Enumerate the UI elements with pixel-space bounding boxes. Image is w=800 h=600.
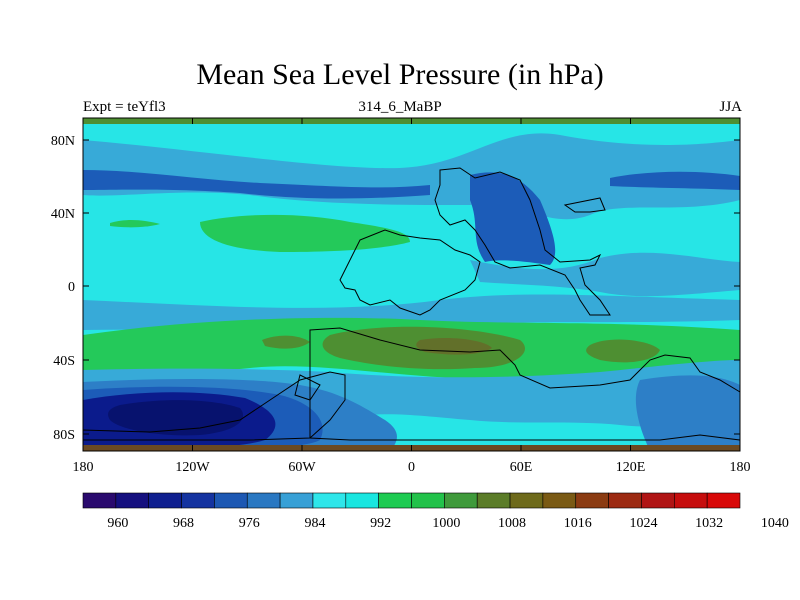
contour-region <box>610 171 740 190</box>
contour-region <box>110 220 160 228</box>
colorbar-swatch <box>181 492 215 509</box>
x-tick-label: 60E <box>510 460 533 475</box>
y-tick-label: 40N <box>51 207 75 222</box>
colorbar-swatch <box>148 492 182 509</box>
colorbar-label: 960 <box>107 516 128 531</box>
colorbar-swatch <box>509 492 544 509</box>
x-tick-label: 180 <box>730 460 751 475</box>
colorbar-swatch <box>444 492 478 509</box>
y-tick-label: 80S <box>53 428 75 443</box>
experiment-label: Expt = teYfl3 <box>83 99 166 115</box>
axis-tick-labels: 180 120W 60W 0 60E 120E 180 80N 40N 0 40… <box>51 134 751 475</box>
colorbar-label: 1000 <box>432 516 460 531</box>
colorbar-label: 968 <box>173 516 194 531</box>
x-tick-label: 60W <box>288 460 316 475</box>
colorbar-label: 984 <box>304 516 325 531</box>
colorbar-swatch <box>378 492 412 509</box>
colorbar-swatch <box>246 492 281 509</box>
colorbar-swatch <box>312 492 347 509</box>
x-tick-label: 180 <box>73 460 94 475</box>
x-tick-label: 0 <box>408 460 415 475</box>
colorbar-label: 992 <box>370 516 391 531</box>
contour-region <box>262 335 310 349</box>
contour-region <box>635 375 740 451</box>
contour-region <box>200 214 410 252</box>
colorbar-swatch <box>115 492 149 509</box>
contour-region <box>470 252 740 297</box>
period-label: 314_6_MaBP <box>358 99 442 115</box>
contour-region <box>470 172 556 265</box>
colorbar-swatch <box>476 492 511 509</box>
colorbar-swatch <box>608 492 642 509</box>
colorbar-label: 1032 <box>695 516 723 531</box>
colorbar-swatch <box>575 492 609 509</box>
map-title: Mean Sea Level Pressure (in hPa) <box>196 58 604 91</box>
contour-region <box>83 133 740 220</box>
x-tick-label: 120E <box>616 460 646 475</box>
contour-field <box>83 118 740 451</box>
colorbar-label: 1040 <box>761 516 789 531</box>
y-tick-label: 0 <box>68 280 75 295</box>
colorbar-labels: 960 968 976 984 992 1000 1008 1016 1024 … <box>107 516 789 531</box>
contour-region <box>586 339 660 363</box>
y-tick-label: 80N <box>51 134 75 149</box>
colorbar-swatch <box>641 492 675 509</box>
coastlines <box>82 167 741 441</box>
colorbar-label: 1024 <box>629 516 657 531</box>
season-label: JJA <box>719 99 742 115</box>
colorbar-swatch <box>411 492 445 509</box>
colorbar-swatch <box>279 492 314 509</box>
contour-region <box>83 170 430 199</box>
colorbar-swatch <box>82 492 117 509</box>
colorbar-label: 1008 <box>498 516 526 531</box>
y-tick-label: 40S <box>53 354 75 369</box>
colorbar-swatch <box>542 492 577 509</box>
axis-ticks <box>82 118 741 451</box>
colorbar-swatch <box>673 492 708 509</box>
colorbar-label: 1016 <box>564 516 592 531</box>
colorbar-swatch <box>706 492 741 509</box>
colorbar-label: 976 <box>239 516 260 531</box>
colorbar-swatch <box>345 492 379 509</box>
x-tick-label: 120W <box>175 460 210 475</box>
colorbar <box>82 492 741 509</box>
colorbar-swatch <box>214 492 248 509</box>
